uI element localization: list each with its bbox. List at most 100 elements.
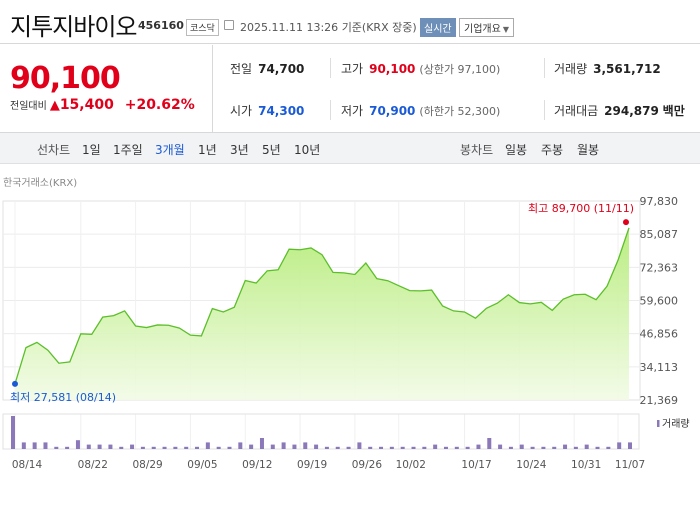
volume-bar — [628, 442, 632, 449]
volume-bar — [21, 442, 26, 449]
stat-prev-close: 전일 74,700 — [230, 60, 304, 77]
stat-value: 74,300 — [258, 104, 305, 118]
period-3m[interactable]: 3개월 — [155, 143, 185, 157]
stat-low: 저가 70,900 (하한가 52,300) — [341, 102, 500, 119]
volume-bar — [433, 444, 438, 449]
y-tick-label: 59,600 — [640, 295, 679, 308]
volume-bar — [11, 416, 15, 449]
period-1d[interactable]: 1일 — [82, 143, 101, 157]
volume-bar — [97, 444, 102, 449]
exchange-label: 한국거래소(KRX) — [3, 178, 78, 189]
stat-value: 70,900 — [369, 104, 416, 118]
change-percent: +20.62% — [124, 97, 195, 113]
realtime-button[interactable]: 실시간 — [420, 18, 456, 37]
period-1w[interactable]: 1주일 — [113, 143, 143, 157]
candle-weekly[interactable]: 주봉 — [541, 143, 564, 157]
volume-bar — [476, 444, 481, 449]
quote-summary: 90,100 전일대비 ▲15,400 +20.62% 전일 74,700 고가 90… — [0, 45, 700, 133]
stat-turnover: 거래대금 294,879 백만 — [554, 102, 685, 119]
datetime-text: 2025.11.11 13:26 — [240, 21, 339, 34]
volume-bar — [130, 444, 135, 449]
candle-monthly[interactable]: 월봉 — [577, 143, 600, 157]
volume-bar — [43, 442, 48, 449]
volume-bar — [108, 444, 113, 449]
volume-bar — [324, 446, 329, 449]
basis-text: 기준(KRX 장중) — [341, 21, 417, 34]
x-tick-label: 10/17 — [461, 459, 491, 471]
stat-label: 전일 — [230, 62, 253, 76]
price-panel: 90,100 전일대비 ▲15,400 +20.62% — [0, 45, 213, 133]
price-area — [15, 227, 629, 400]
stat-value: 294,879 — [604, 104, 659, 118]
volume-bar — [227, 446, 232, 449]
change-label: 전일대비 — [10, 101, 47, 112]
volume-bar — [86, 444, 91, 449]
x-tick-label: 10/24 — [516, 459, 547, 471]
stat-label: 거래대금 — [554, 104, 599, 118]
price-change: 전일대비 ▲15,400 +20.62% — [10, 97, 195, 113]
volume-bar — [238, 442, 243, 449]
x-tick-label: 10/31 — [571, 459, 601, 471]
volume-bar — [400, 446, 405, 449]
period-toolbar: 선차트 1일 1주일 3개월 1년 3년 5년 10년 봉차트 일봉 주봉 월봉 — [0, 133, 700, 164]
company-info-label: 기업개요 — [464, 24, 501, 35]
stat-volume: 거래량 3,561,712 — [554, 60, 661, 77]
volume-bar — [379, 446, 384, 449]
stat-high: 고가 90,100 (상한가 97,100) — [341, 60, 500, 77]
volume-bar — [140, 446, 145, 449]
y-tick-label: 72,363 — [640, 261, 679, 274]
company-info-dropdown[interactable]: 기업개요 ▼ — [459, 18, 514, 37]
stat-label: 거래량 — [554, 62, 588, 76]
volume-bar — [422, 446, 427, 449]
stock-name: 지투지바이오 — [10, 13, 137, 41]
volume-bar — [465, 446, 470, 449]
x-tick-label: 08/29 — [132, 459, 162, 471]
volume-bar — [606, 446, 611, 449]
volume-bar — [195, 446, 200, 449]
period-10y[interactable]: 10년 — [294, 143, 321, 157]
volume-bar — [563, 444, 568, 449]
volume-bar — [335, 446, 340, 449]
x-tick-label: 10/02 — [396, 459, 426, 471]
stat-value: 90,100 — [369, 62, 416, 76]
volume-bar — [32, 442, 37, 449]
stock-code: 456160 — [138, 19, 184, 32]
volume-bar — [595, 446, 600, 449]
min-marker — [12, 380, 18, 387]
volume-bar — [249, 444, 254, 449]
quote-datetime: 2025.11.11 13:26 기준(KRX 장중) — [240, 19, 417, 35]
divider — [330, 58, 331, 78]
volume-bar — [281, 442, 286, 449]
volume-legend-swatch — [657, 420, 660, 427]
volume-bar — [184, 446, 189, 449]
period-5y[interactable]: 5년 — [262, 143, 281, 157]
y-tick-label: 21,369 — [640, 394, 679, 407]
y-tick-label: 46,856 — [640, 328, 679, 341]
volume-bar — [552, 446, 557, 449]
stat-value: 74,700 — [258, 62, 305, 76]
volume-bar — [292, 444, 297, 449]
x-tick-label: 09/26 — [352, 459, 383, 471]
change-amount: 15,400 — [59, 97, 114, 113]
x-tick-label: 08/14 — [12, 459, 43, 471]
volume-bar — [357, 442, 362, 449]
volume-bar — [259, 438, 264, 449]
divider — [544, 100, 545, 120]
max-annotation: 최고 89,700 (11/11) — [528, 202, 634, 215]
volume-bar — [216, 446, 221, 449]
volume-bar — [173, 446, 178, 449]
x-tick-label: 09/19 — [297, 459, 327, 471]
divider — [544, 58, 545, 78]
x-tick-label: 08/22 — [78, 459, 108, 471]
volume-bar — [205, 442, 210, 449]
volume-bar — [54, 446, 59, 449]
candle-daily[interactable]: 일봉 — [505, 143, 528, 157]
volume-bar — [530, 446, 535, 449]
period-3y[interactable]: 3년 — [230, 143, 249, 157]
volume-bar — [368, 446, 373, 449]
period-1y[interactable]: 1년 — [198, 143, 217, 157]
volume-bar — [454, 446, 459, 449]
chevron-down-icon: ▼ — [502, 25, 509, 34]
divider — [330, 100, 331, 120]
current-price: 90,100 — [10, 61, 121, 96]
